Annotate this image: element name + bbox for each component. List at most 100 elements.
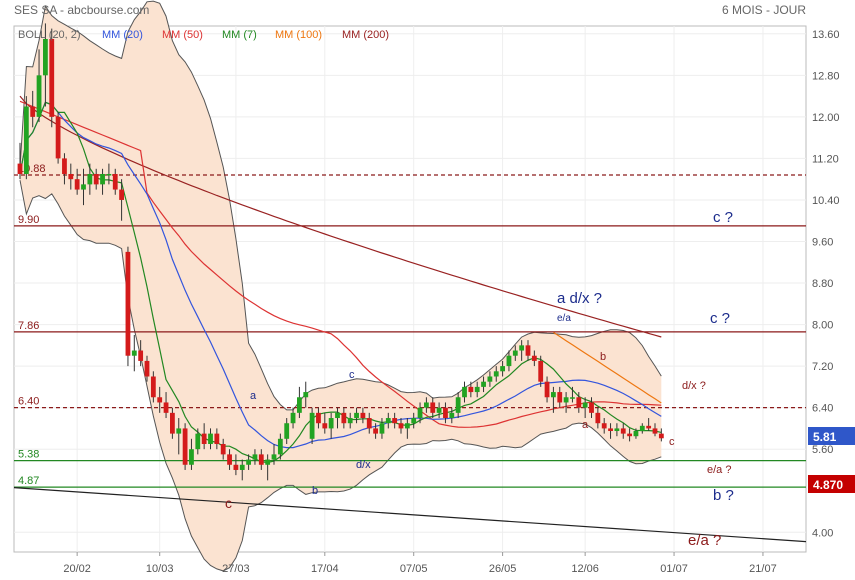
- candle-body: [125, 251, 131, 356]
- candle-body: [512, 350, 518, 356]
- candle: [265, 454, 271, 481]
- candle-body: [646, 425, 652, 429]
- candle-body: [531, 355, 537, 361]
- candle: [36, 49, 42, 123]
- candle: [379, 418, 385, 439]
- candle-body: [385, 418, 391, 424]
- candle-body: [106, 173, 112, 176]
- level-label: 6.40: [18, 396, 39, 408]
- x-tick-label: 10/03: [146, 563, 174, 575]
- candle: [474, 381, 480, 398]
- x-tick-label: 01/07: [660, 563, 688, 575]
- y-tick-label: 11.20: [812, 153, 839, 165]
- candle-body: [614, 428, 620, 432]
- candle: [646, 418, 652, 432]
- candle: [125, 246, 131, 367]
- candle-body: [157, 397, 163, 403]
- candle: [404, 418, 410, 439]
- candle: [252, 449, 258, 465]
- candle: [81, 168, 86, 206]
- candle-body: [576, 397, 582, 408]
- candle-body: [23, 106, 29, 174]
- candle-body: [290, 412, 296, 424]
- x-tick-label: 12/06: [571, 563, 599, 575]
- candle: [373, 423, 378, 439]
- candle-body: [246, 459, 251, 465]
- candle-body: [430, 402, 436, 413]
- candle: [195, 428, 201, 455]
- legend-mm7: MM (7): [222, 29, 257, 41]
- candle: [633, 428, 639, 439]
- candle: [531, 350, 537, 367]
- candle: [87, 163, 93, 195]
- candle-body: [519, 345, 525, 351]
- candle: [582, 397, 588, 419]
- candle-body: [443, 407, 448, 419]
- candle: [360, 407, 366, 424]
- candle: [443, 402, 448, 424]
- candle: [576, 392, 582, 413]
- candle-body: [500, 366, 505, 372]
- candle: [271, 443, 277, 465]
- level-label: 4.87: [18, 475, 39, 487]
- candle: [214, 428, 220, 450]
- candle: [341, 407, 347, 429]
- candle-body: [589, 402, 594, 413]
- candle-body: [595, 412, 601, 424]
- candle-body: [239, 464, 245, 470]
- candle-body: [43, 38, 48, 76]
- candle-body: [582, 402, 588, 408]
- candle: [138, 340, 144, 367]
- annotation-c-2: c: [225, 495, 232, 511]
- candle: [570, 386, 575, 403]
- moving-averages: [19, 95, 662, 464]
- candle: [201, 423, 207, 450]
- candle: [366, 412, 372, 434]
- candle-body: [436, 407, 442, 413]
- candle: [233, 454, 239, 476]
- candle: [246, 454, 251, 470]
- candle-body: [138, 350, 144, 361]
- horizontal-levels: 10.889.907.866.405.384.87: [13, 163, 807, 543]
- y-tick-label: 9.60: [812, 236, 833, 248]
- last-price-badge: 5.81: [808, 427, 855, 445]
- candle-body: [87, 173, 93, 185]
- chart-title: SES SA - abcbourse.com: [14, 3, 149, 17]
- y-tick-label: 5.60: [812, 444, 833, 456]
- candle-body: [112, 173, 118, 190]
- ma7-line: [19, 101, 662, 464]
- candle: [525, 340, 531, 361]
- candle: [131, 334, 137, 372]
- candle-body: [208, 433, 213, 444]
- candle: [150, 371, 156, 403]
- candle: [512, 345, 518, 361]
- candle-body: [30, 106, 36, 117]
- candle-body: [633, 431, 639, 437]
- annotation-b-q: b ?: [713, 487, 734, 504]
- candle: [316, 407, 321, 429]
- candle: [303, 381, 309, 408]
- candle: [417, 402, 423, 424]
- candle-body: [284, 423, 290, 439]
- candle: [17, 142, 23, 180]
- candle: [163, 392, 169, 419]
- ma100-line: [553, 331, 662, 404]
- candle: [493, 366, 499, 382]
- candle-body: [322, 423, 328, 429]
- candle-body: [131, 350, 137, 356]
- candle: [74, 168, 80, 195]
- legend-mm50: MM (50): [162, 29, 203, 41]
- candle: [309, 407, 315, 444]
- marker-price-value: 4.870: [813, 478, 843, 492]
- candle: [563, 392, 569, 413]
- support-trendline: [13, 487, 807, 543]
- candle-body: [182, 428, 188, 465]
- annotation-ea-q-small: e/a ?: [707, 464, 731, 476]
- candle-body: [487, 376, 493, 382]
- candle-body: [303, 392, 309, 398]
- annotation-b-1: b: [312, 485, 318, 497]
- candle: [500, 360, 505, 377]
- candle-body: [404, 423, 410, 429]
- candle-body: [220, 443, 226, 455]
